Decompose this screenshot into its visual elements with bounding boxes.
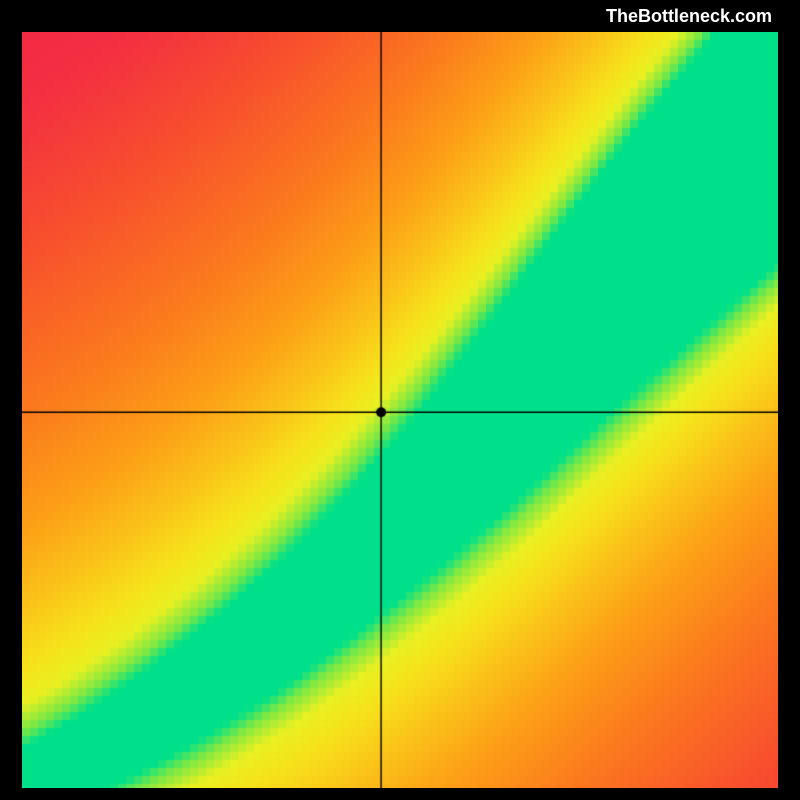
attribution-text: TheBottleneck.com xyxy=(606,6,772,27)
crosshair-overlay xyxy=(22,32,778,788)
bottleneck-heatmap xyxy=(22,32,778,788)
